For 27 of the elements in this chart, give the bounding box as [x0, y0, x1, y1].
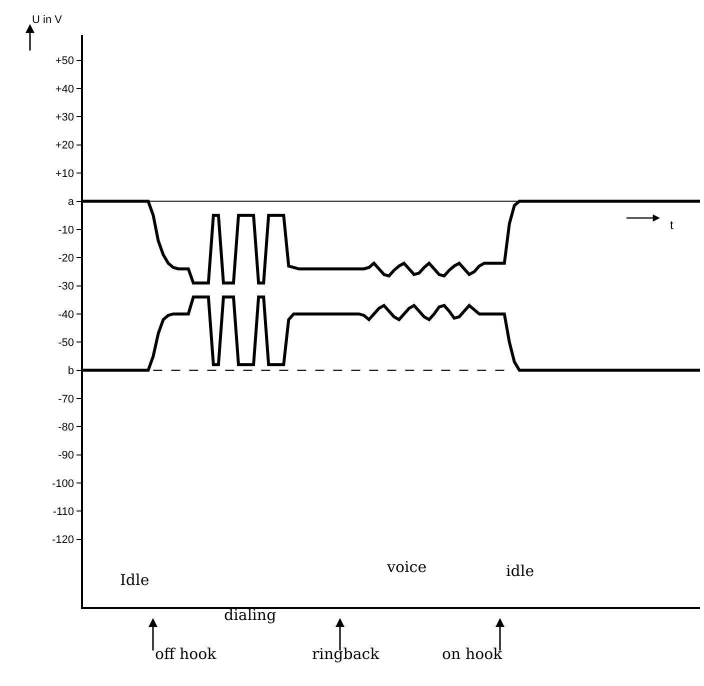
y-tick-label: -80	[58, 422, 74, 434]
y-tick-label: -90	[58, 450, 74, 462]
y-tick-label: -100	[52, 478, 74, 490]
y-tick-label: -40	[58, 308, 74, 321]
y-tick-label: -30	[58, 280, 74, 293]
y-tick-label: +10	[55, 168, 74, 180]
y-tick-label: -120	[52, 534, 74, 546]
y-tick-label: +20	[55, 140, 74, 152]
y-tick-label: -10	[58, 224, 74, 236]
y-tick-label: -110	[52, 506, 74, 518]
text: ringback	[312, 645, 380, 663]
y-axis-title: U in V	[32, 14, 63, 26]
y-tick-label: a	[68, 196, 75, 208]
annotation: idle	[506, 562, 534, 580]
y-tick-label: +30	[55, 112, 74, 124]
annotation: Idle	[120, 571, 150, 589]
y-tick-label: +50	[55, 55, 74, 68]
annotation: dialing	[224, 606, 277, 624]
y-tick-label: +40	[55, 83, 74, 96]
x-axis-title: t	[670, 218, 674, 232]
annotation: voice	[386, 558, 427, 576]
y-tick-label: -50	[58, 336, 74, 349]
y-tick-label: -70	[58, 393, 74, 406]
y-tick-label: b	[68, 365, 74, 378]
text: on hook	[442, 645, 504, 663]
y-tick-label: -20	[58, 252, 74, 264]
text: off hook	[155, 645, 218, 663]
